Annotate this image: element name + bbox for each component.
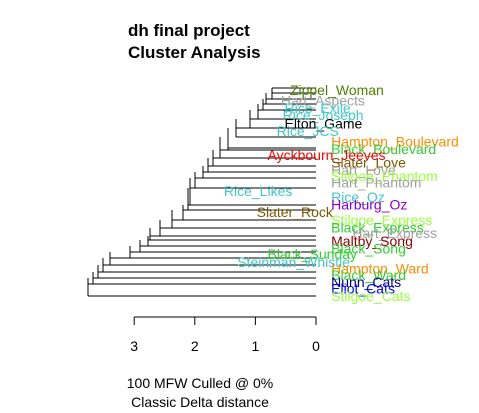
leaf-label: Steinman_Whistle <box>237 254 350 270</box>
caption-line-2: Classic Delta distance <box>131 394 269 410</box>
leaf-label: Harburg_Oz <box>331 196 407 212</box>
leaf-label: Rice_Oz <box>331 189 385 205</box>
leaf-label: Stilgoe_Express <box>331 212 432 228</box>
leaf-label: Stilgoe_Cats <box>331 288 410 304</box>
leaf-label: Ayckbourn_Jeeves <box>268 147 386 163</box>
leaf-label: Hampton_Ward <box>331 261 429 277</box>
leaf-label: Nunn_Cats <box>331 274 401 290</box>
leaf-label: Hart_Phantom <box>331 174 421 190</box>
leaf-label: Eliot_Cats <box>331 280 395 296</box>
chart-title-line-1: dh final project <box>128 21 250 40</box>
x-axis: 3 2 1 0 <box>130 316 320 354</box>
leaf-label: Hart_Express <box>352 225 437 241</box>
dendrogram-branches <box>87 87 316 297</box>
leaf-label: Black_Boulevard <box>331 141 436 157</box>
leaf-label: Maltby_Song <box>331 233 413 249</box>
x-tick-label: 3 <box>130 338 138 354</box>
x-tick-label: 1 <box>252 338 260 354</box>
leaf-label: Rice_Exile <box>284 100 350 116</box>
caption-line-1: 100 MFW Culled @ 0% <box>127 375 273 391</box>
leaf-label: Slater_Rock <box>257 204 334 220</box>
leaf-label: Rice_Likes <box>224 183 292 199</box>
chart-title-line-2: Cluster Analysis <box>128 43 261 62</box>
leaf-label: Zippel_Woman <box>290 82 384 98</box>
leaf-label: Black_Ward <box>331 267 406 283</box>
leaf-label: Black_Song <box>331 241 406 257</box>
leaf-labels: Zippel_WomanHart_AspectsRice_ExileRice_J… <box>224 82 459 304</box>
leaf-label: Black_Express <box>331 220 424 236</box>
leaf-label: Rice_JCS <box>277 123 339 139</box>
leaf-label: Hart_Aspects <box>281 93 365 109</box>
leaf-label: Hart_Love <box>331 162 396 178</box>
leaf-label: Hampton_Boulevard <box>331 133 459 149</box>
leaf-label: Elton_Game <box>284 116 362 132</box>
leaf-label: Black_Sunday <box>268 246 358 262</box>
leaf-label: Stilgoe_Phantom <box>331 168 438 184</box>
leaf-label: Rice_Joseph <box>283 107 364 123</box>
x-tick-label: 2 <box>191 338 199 354</box>
x-tick-label: 0 <box>312 338 320 354</box>
leaf-label: Slater_Love <box>331 154 406 170</box>
